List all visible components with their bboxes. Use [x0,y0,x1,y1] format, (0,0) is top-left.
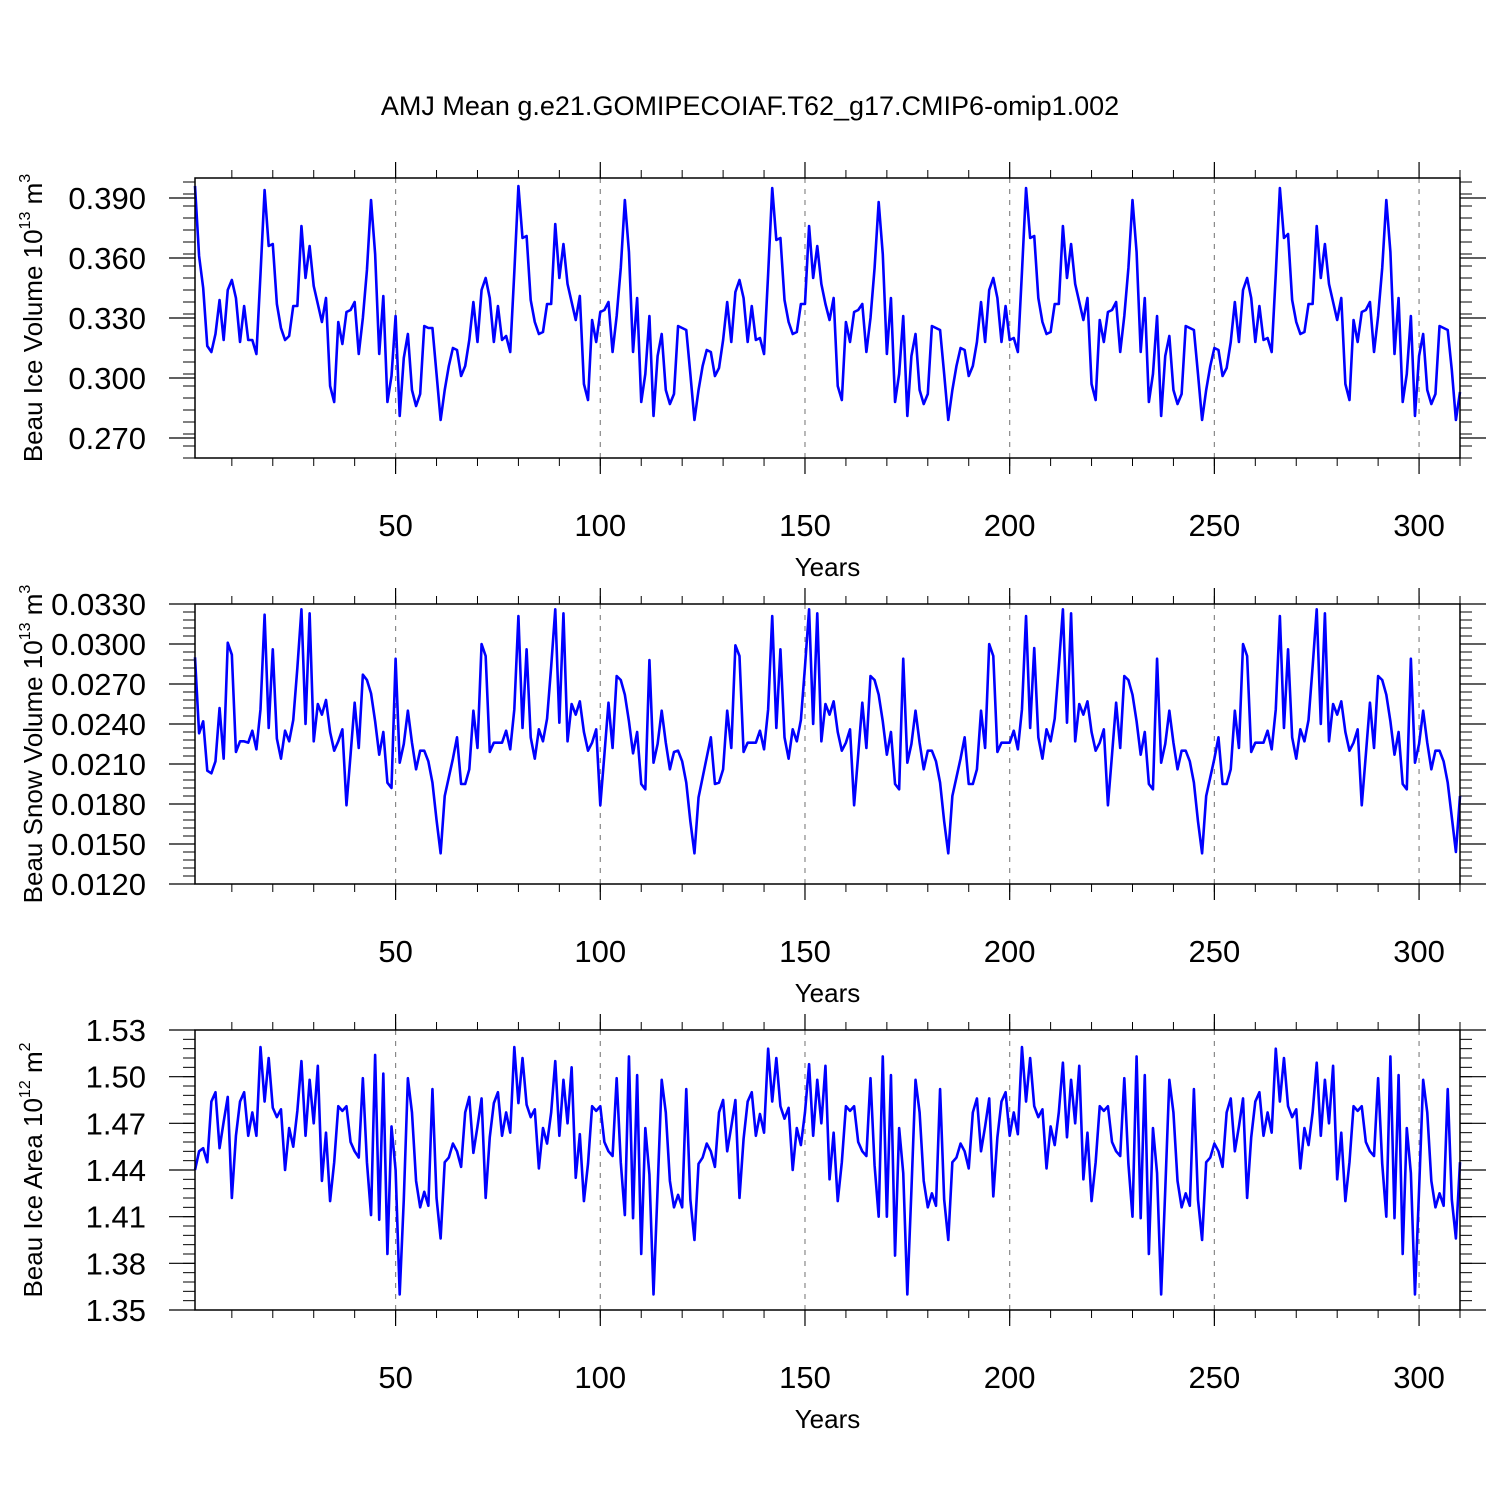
y-tick-label: 0.390 [68,181,146,216]
y-axis-label-unit-exponent: 3 [17,174,34,183]
y-tick-label: 0.0270 [51,667,146,702]
y-axis-label: Beau Ice Area 1012 m2 [17,1042,48,1297]
y-tick-label: 0.0300 [51,627,146,662]
y-tick-label: 0.0240 [51,707,146,742]
y-tick-label: 0.330 [68,301,146,336]
figure-title: AMJ Mean g.e21.GOMIPECOIAF.T62_g17.CMIP6… [381,91,1119,121]
x-tick-label: 50 [378,934,412,969]
x-tick-label: 150 [779,508,831,543]
y-tick-label: 0.0330 [51,587,146,622]
y-axis-label: Beau Ice Volume 1013 m3 [17,174,48,462]
y-tick-label: 0.0210 [51,747,146,782]
x-tick-label: 250 [1189,934,1241,969]
y-tick-label: 0.0120 [51,867,146,902]
y-tick-label: 1.44 [86,1153,146,1188]
y-tick-label: 0.300 [68,361,146,396]
x-tick-label: 100 [574,508,626,543]
y-tick-label: 1.50 [86,1060,146,1095]
x-axis-label: Years [795,552,861,582]
y-tick-label: 0.0180 [51,787,146,822]
x-tick-label: 50 [378,508,412,543]
x-tick-label: 200 [984,508,1036,543]
y-tick-label: 0.0150 [51,827,146,862]
panel-3: 50 100 150 200 250 300 1.35 1.38 1.41 1.44 1.47 1.5… [17,1013,1486,1434]
plot-frame [194,1029,1461,1311]
y-tick-label: 0.360 [68,241,146,276]
x-tick-label: 250 [1189,1360,1241,1395]
y-axis-label: Beau Snow Volume 1013 m3 [17,585,48,904]
x-tick-label: 200 [984,934,1036,969]
x-tick-label: 100 [574,934,626,969]
y-axis-label-main: Beau Ice Area 10 [18,1098,48,1297]
x-tick-label: 250 [1189,508,1241,543]
x-tick-label: 300 [1393,934,1445,969]
y-axis-label-main: Beau Snow Volume 10 [18,640,48,903]
x-tick-label: 300 [1393,508,1445,543]
x-axis-label: Years [795,978,861,1008]
y-tick-label: 1.38 [86,1246,146,1281]
panel-1: 50 100 150 200 250 300 0.270 0.300 0.330 0.360 0.3… [17,162,1486,582]
x-tick-label: 50 [378,1360,412,1395]
y-axis-label-exponent: 12 [17,1080,34,1098]
series-line [193,184,1462,422]
y-axis-label-unit: m [18,183,48,212]
panel-2: 50 100 150 200 250 300 0.0120 0.0150 0.0180 0.021… [17,585,1486,1008]
series-line [193,608,1462,855]
series-line [193,1045,1462,1296]
plot-frame [194,177,1461,459]
y-tick-label: 0.270 [68,421,146,456]
y-axis-label-unit: m [18,1051,48,1080]
y-axis-label-unit-exponent: 3 [17,585,34,594]
x-axis-label: Years [795,1404,861,1434]
x-tick-label: 100 [574,1360,626,1395]
y-axis-label-unit: m [18,594,48,623]
y-axis-label-exponent: 13 [17,212,34,230]
x-tick-label: 200 [984,1360,1036,1395]
x-tick-label: 150 [779,1360,831,1395]
plot-frame [194,603,1461,885]
y-tick-label: 1.41 [86,1200,146,1235]
y-axis-label-main: Beau Ice Volume 10 [18,229,48,462]
x-tick-label: 150 [779,934,831,969]
y-axis-label-exponent: 13 [17,622,34,640]
y-tick-label: 1.35 [86,1293,146,1328]
x-tick-label: 300 [1393,1360,1445,1395]
y-axis-label-unit-exponent: 2 [17,1042,34,1051]
y-tick-label: 1.47 [86,1106,146,1141]
y-tick-label: 1.53 [86,1013,146,1048]
